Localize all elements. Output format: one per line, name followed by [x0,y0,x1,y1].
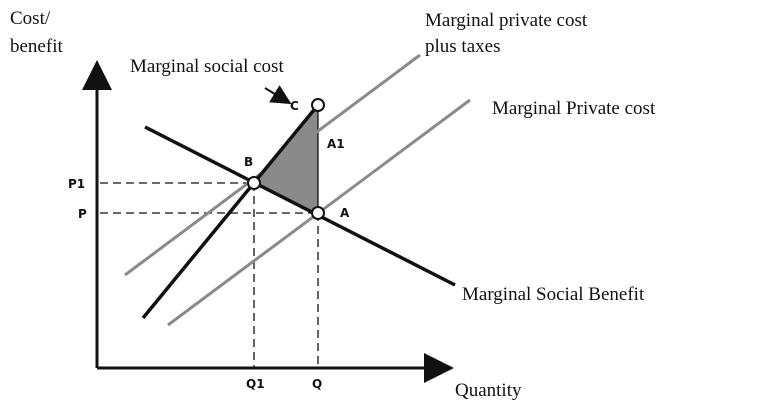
deadweight-area [254,105,318,213]
points [247,98,325,220]
level-label: Q1 [246,377,265,391]
mpc-tax-line [124,53,421,277]
level-label: Q [312,377,322,391]
curve-label: Marginal Private cost [492,98,656,119]
curve-label: plus taxes [425,36,500,57]
curve-label: Marginal social cost [130,56,284,77]
level-label: P [78,207,87,221]
y-label: Cost/ [10,8,51,29]
point-label: A1 [327,137,345,151]
annotation-arrow [264,85,292,105]
y-label: benefit [10,36,63,57]
curve-label: Marginal private cost [425,10,588,31]
level-label: P1 [68,177,85,191]
curve-label: Marginal Social Benefit [462,284,645,305]
point-label: A [340,206,350,220]
point-label: C [290,99,299,113]
msb-line [144,125,456,287]
x-label: Quantity [455,380,522,401]
point-label: B [244,155,253,169]
msc-line [141,103,320,320]
